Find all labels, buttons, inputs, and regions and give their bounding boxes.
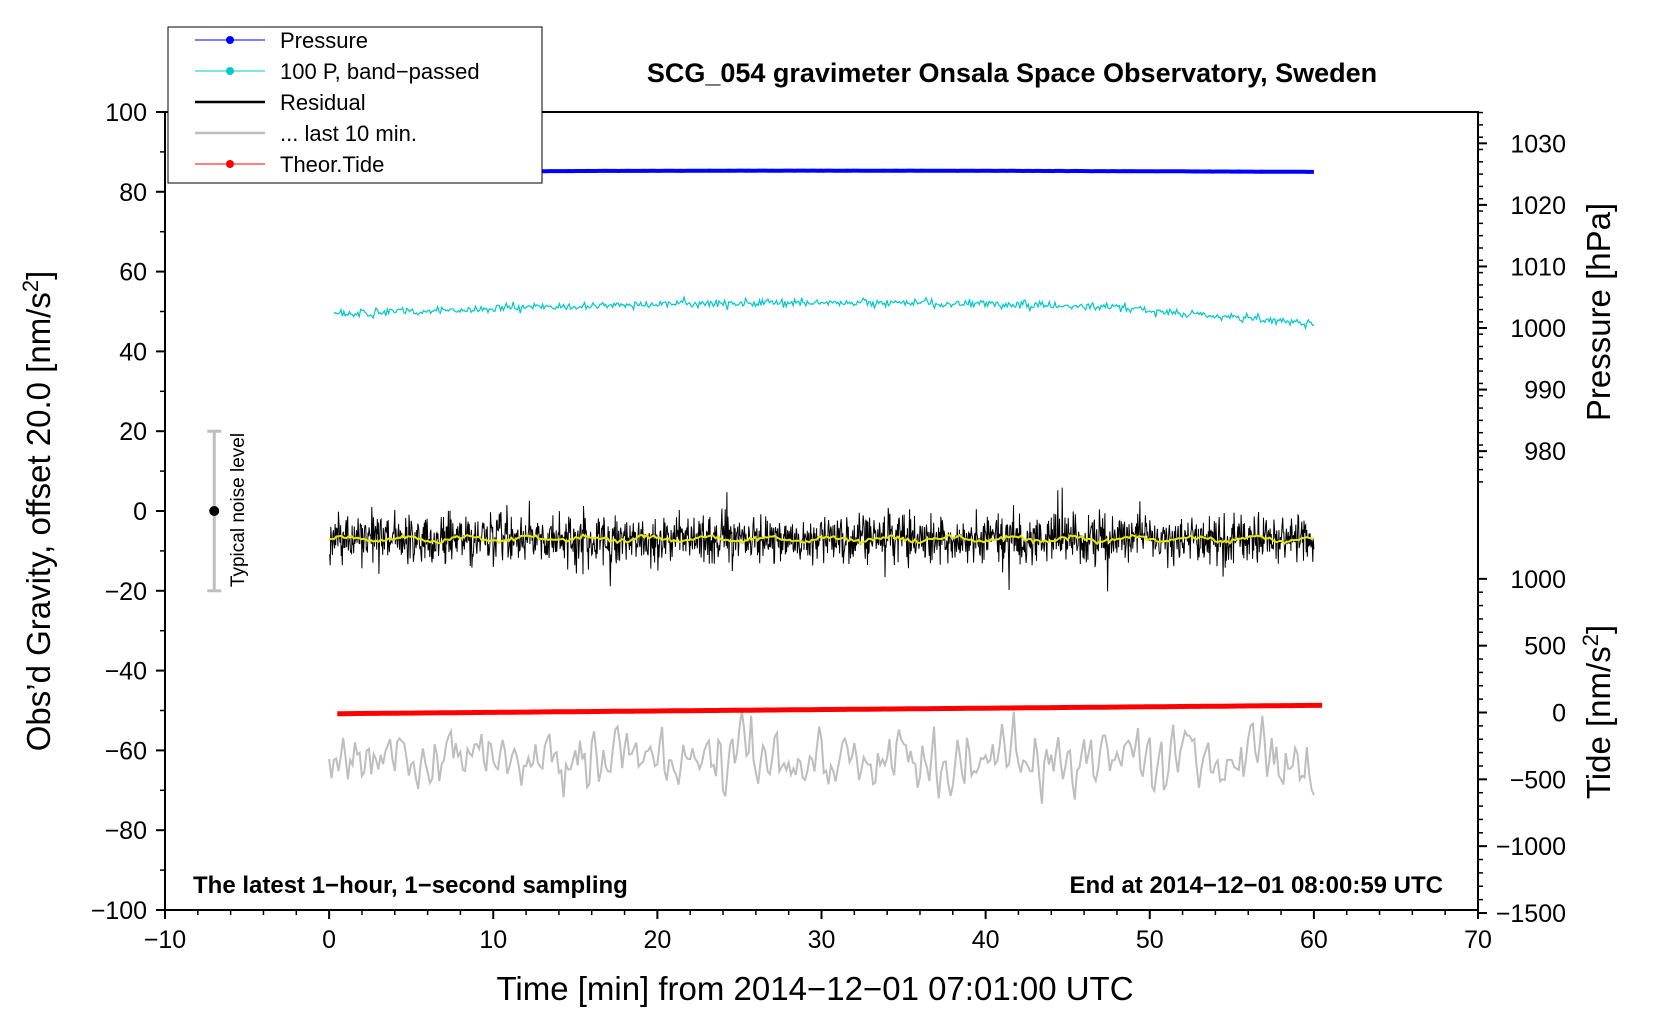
series-tide-line [337, 702, 1323, 717]
noise-label: Typical noise level [228, 433, 249, 587]
axes-layer: −10 0 10 20 30 40 50 60 70−100−80−60−40−20020406… [91, 99, 1566, 954]
pressure-tick-label: 990 [1524, 377, 1566, 405]
x-tick-label: 50 [1136, 926, 1164, 954]
x-tick-label: 40 [972, 926, 1000, 954]
x-tick-label: 20 [643, 926, 671, 954]
tide-tick-label: −1500 [1496, 900, 1566, 928]
tide-tick-label: 0 [1552, 699, 1566, 727]
tide-axis-title: Tide [nm/s2] [1578, 625, 1617, 799]
y-tick-label: 20 [119, 418, 147, 446]
legend-marker [226, 36, 234, 44]
series-bandpassed-line [333, 294, 1314, 331]
tide-tick-label: 1000 [1510, 566, 1566, 594]
y-tick-label: 40 [119, 338, 147, 366]
x-tick-label: 0 [322, 926, 336, 954]
legend-label: Theor.Tide [280, 152, 384, 177]
tide-tick-label: 500 [1524, 633, 1566, 661]
y-tick-label: −40 [105, 658, 147, 686]
annotation-left: The latest 1−hour, 1−second sampling [193, 872, 628, 899]
x-tick-label: 70 [1464, 926, 1492, 954]
x-tick-label: −10 [144, 926, 186, 954]
legend-label: 100 P, band−passed [280, 59, 480, 84]
pressure-tick-label: 1010 [1510, 253, 1566, 281]
annotation-right: End at 2014−12−01 08:00:59 UTC [1069, 872, 1443, 899]
pressure-tick-label: 1030 [1510, 130, 1566, 158]
noise-indicator [207, 429, 222, 593]
x-tick-label: 60 [1300, 926, 1328, 954]
noise-center-dot [209, 506, 220, 516]
pressure-axis-title: Pressure [hPa] [1580, 203, 1617, 421]
legend: Pressure 100 P, band−passed Residual ... la… [167, 26, 543, 184]
pressure-tick-label: 1020 [1510, 192, 1566, 220]
pressure-tick-label: 1000 [1510, 315, 1566, 343]
pressure-tick-label: 980 [1524, 438, 1566, 466]
x-axis-title: Time [min] from 2014−12−01 07:01:00 UTC [496, 970, 1133, 1007]
legend-label: Residual [280, 90, 366, 115]
y-tick-label: 100 [105, 99, 147, 127]
legend-marker [226, 67, 234, 75]
legend-label: ... last 10 min. [280, 121, 417, 146]
legend-marker [226, 160, 234, 168]
x-tick-label: 30 [808, 926, 836, 954]
x-tick-label: 10 [479, 926, 507, 954]
y-tick-label: −60 [105, 737, 147, 765]
y-tick-label: 0 [133, 498, 147, 526]
tide-tick-label: −500 [1510, 766, 1566, 794]
y-axis-title: Obs’d Gravity, offset 20.0 [nm/s2] [18, 271, 57, 752]
y-tick-label: 80 [119, 179, 147, 207]
y-tick-label: −80 [105, 817, 147, 845]
series-residual-line [328, 487, 1315, 592]
chart-title: SCG_054 gravimeter Onsala Space Observat… [647, 58, 1377, 88]
legend-label: Pressure [280, 28, 368, 53]
series-last10-line [328, 710, 1315, 804]
tide-tick-label: −1000 [1496, 833, 1566, 861]
y-tick-label: −20 [105, 578, 147, 606]
y-tick-label: −100 [91, 897, 147, 925]
legend-box [167, 26, 543, 184]
y-tick-label: 60 [119, 259, 147, 287]
series-runningmean-line [328, 533, 1315, 546]
